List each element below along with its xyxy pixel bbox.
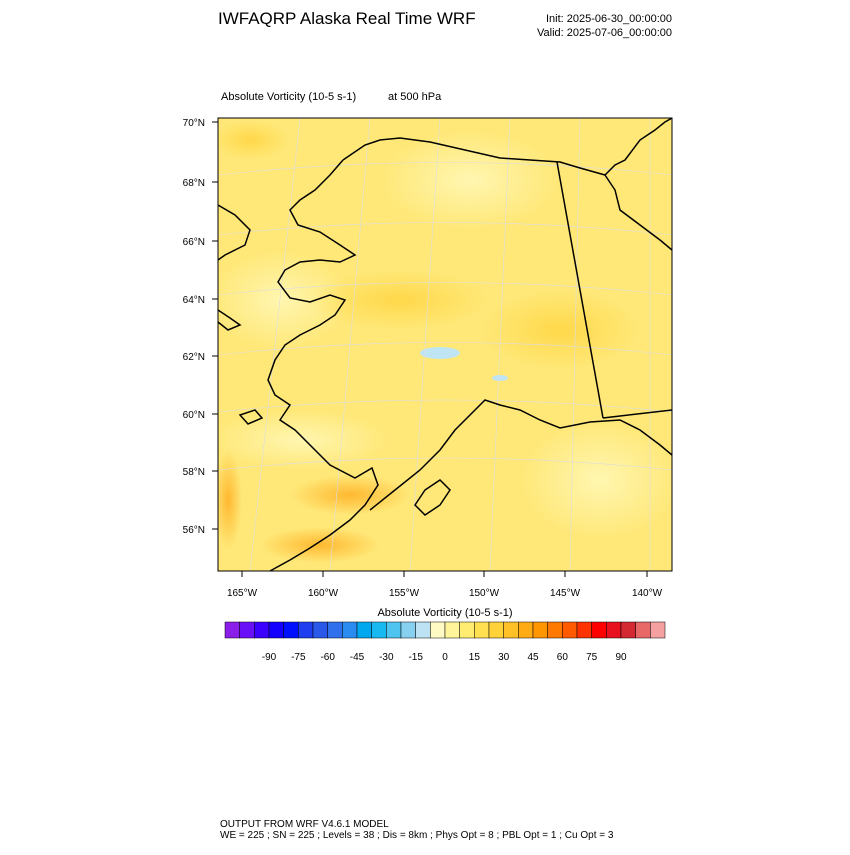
colorbar-swatch <box>635 621 651 639</box>
colorbar-tick-label: 45 <box>527 652 539 663</box>
colorbar-swatch <box>283 621 299 639</box>
colorbar-swatch <box>239 621 255 639</box>
colorbar-tick-label: 15 <box>469 652 481 663</box>
colorbar-swatch <box>327 621 343 639</box>
lat-label: 58°N <box>183 467 205 478</box>
colorbar-tick-label: -90 <box>262 652 277 663</box>
lat-label: 66°N <box>183 237 205 248</box>
lat-label: 60°N <box>183 410 205 421</box>
valid-time: Valid: 2025-07-06_00:00:00 <box>537 27 672 39</box>
colorbar-swatch <box>576 621 592 639</box>
map-field <box>218 118 672 571</box>
colorbar-tick-label: 30 <box>498 652 510 663</box>
colorbar-tick-label: -45 <box>350 652 365 663</box>
lon-label: 165°W <box>227 588 258 599</box>
colorbar-tick-label: -60 <box>320 652 335 663</box>
colorbar-swatch <box>312 621 328 639</box>
lat-label: 70°N <box>183 118 205 129</box>
lon-label: 150°W <box>469 588 500 599</box>
colorbar-swatch <box>415 621 431 639</box>
colorbar-swatch <box>547 621 563 639</box>
lat-label: 56°N <box>183 525 205 536</box>
colorbar-swatch <box>488 621 504 639</box>
lon-label: 140°W <box>632 588 663 599</box>
colorbar-swatch <box>268 621 284 639</box>
colorbar-swatch <box>650 621 666 639</box>
colorbar-swatch <box>562 621 578 639</box>
lon-label: 155°W <box>389 588 420 599</box>
colorbar-tick-label: 60 <box>557 652 569 663</box>
colorbar-swatch <box>518 621 534 639</box>
colorbar-swatch <box>298 621 314 639</box>
colorbar-tick-label: 0 <box>442 652 448 663</box>
lat-label: 64°N <box>183 295 205 306</box>
colorbar-swatch <box>371 621 387 639</box>
colorbar-swatch <box>591 621 607 639</box>
field-level: at 500 hPa <box>388 91 442 103</box>
colorbar-swatch <box>254 621 270 639</box>
colorbar-tick-label: -15 <box>408 652 423 663</box>
colorbar-swatch <box>386 621 402 639</box>
map-frame <box>217 117 673 572</box>
colorbar-swatch <box>606 621 622 639</box>
footer-line: OUTPUT FROM WRF V4.6.1 MODEL <box>220 819 389 830</box>
colorbar-swatch <box>400 621 416 639</box>
colorbar-swatch <box>503 621 519 639</box>
colorbar-swatch <box>342 621 358 639</box>
footer-line: WE = 225 ; SN = 225 ; Levels = 38 ; Dis … <box>220 830 614 841</box>
colorbar-tick-label: -30 <box>379 652 394 663</box>
lon-label: 160°W <box>308 588 339 599</box>
lat-label: 68°N <box>183 178 205 189</box>
lon-label: 145°W <box>550 588 581 599</box>
colorbar-swatch <box>459 621 475 639</box>
init-time: Init: 2025-06-30_00:00:00 <box>546 13 672 25</box>
colorbar-title: Absolute Vorticity (10-5 s-1) <box>377 607 512 619</box>
colorbar-swatch <box>224 621 240 639</box>
colorbar-swatch <box>532 621 548 639</box>
title: IWFAQRP Alaska Real Time WRF <box>218 9 476 28</box>
colorbar-tick-label: 75 <box>586 652 598 663</box>
colorbar-swatch <box>356 621 372 639</box>
colorbar-swatch <box>474 621 490 639</box>
colorbar-tick-label: -75 <box>291 652 306 663</box>
lat-label: 62°N <box>183 352 205 363</box>
colorbar-swatch <box>444 621 460 639</box>
colorbar-swatch <box>620 621 636 639</box>
field-name: Absolute Vorticity (10-5 s-1) <box>221 91 356 103</box>
colorbar-tick-label: 90 <box>615 652 627 663</box>
colorbar-swatch <box>430 621 446 639</box>
